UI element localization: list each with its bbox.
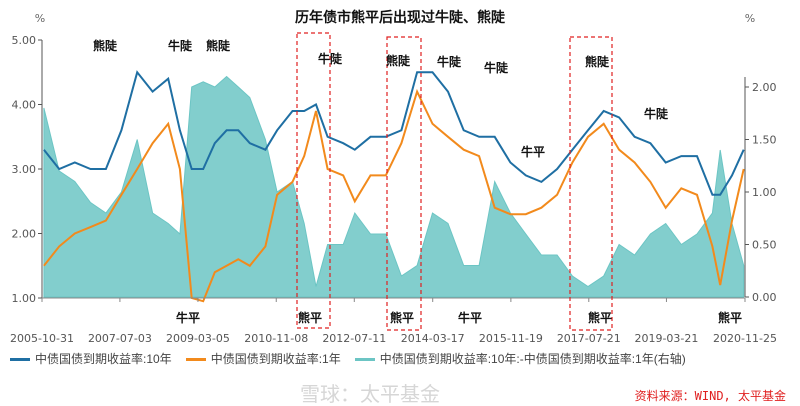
annotation-label: 熊陡 [93,38,118,53]
annotation-label: 牛平 [176,310,200,325]
highlight-box [386,36,422,331]
annotation-label: 熊平 [298,310,322,325]
right-tick-label: 0.50 [752,239,777,252]
legend-label: 中债国债到期收益率:1年 [210,352,341,366]
annotation-label: 熊陡 [386,53,411,68]
series-area-spread [43,75,745,298]
annotation-label: 熊平 [390,310,414,325]
right-tick-label: 1.50 [752,134,777,147]
x-tick-label: 2007-07-03 [88,332,152,345]
x-tick-label: 2010-11-08 [244,332,308,345]
left-tick-label: 4.00 [12,99,37,112]
watermark: 雪球：太平基金 [300,382,440,406]
right-axis-unit: % [745,12,755,25]
legend-item-1y[interactable]: 中债国债到期收益率:1年 [185,352,341,366]
right-tick-label: 2.00 [752,81,777,94]
legend-label: 中债国债到期收益率:10年:-中债国债到期收益率:1年(右轴) [379,352,686,366]
highlight-box [569,36,613,331]
left-tick-label: 5.00 [12,34,37,47]
legend-swatch [185,357,206,361]
x-tick-label: 2012-07-11 [322,332,386,345]
source-note: 资料来源：WIND, 太平基金 [634,389,786,403]
annotation-label: 熊陡 [585,54,610,69]
chart-title: 历年债市熊平后出现过牛陡、熊陡 [295,9,506,26]
legend-item-10y[interactable]: 中债国债到期收益率:10年 [10,352,172,366]
highlight-box [296,32,331,329]
annotation-label: 牛陡 [168,38,193,53]
right-tick-label: 0.00 [752,291,777,304]
x-tick-label: 2005-10-31 [10,332,74,345]
legend-item-spread[interactable]: 中债国债到期收益率:10年:-中债国债到期收益率:1年(右轴) [354,352,686,366]
annotation-label: 牛平 [458,310,482,325]
annotation-label: 牛陡 [484,60,509,75]
x-tick-label: 2009-03-05 [166,332,230,345]
right-tick-label: 1.00 [752,186,777,199]
annotation-label: 牛平 [521,144,545,159]
x-tick-label: 2020-11-25 [713,332,777,345]
annotation-label: 牛陡 [437,54,462,69]
series-line-10y [43,70,745,196]
left-tick-label: 2.00 [12,228,37,241]
chart: 历年债市熊平后出现过牛陡、熊陡 % % 5.00 4.00 3.00 2.00 1.00… [10,9,777,345]
annotation-label: 牛陡 [644,106,669,121]
annotation-label: 熊平 [588,310,612,325]
left-tick-label: 3.00 [12,163,37,176]
annotation-label: 牛陡 [318,51,343,66]
x-tick-label: 2017-07-21 [557,332,621,345]
x-tick-label: 2014-03-17 [401,332,465,345]
annotation-label: 熊平 [718,310,742,325]
legend-label: 中债国债到期收益率:10年 [35,352,172,366]
left-axis-unit: % [35,12,45,25]
x-tick-label: 2015-11-19 [479,332,543,345]
left-tick-label: 1.00 [12,292,37,305]
legend-swatch [354,357,375,361]
legend: 中债国债到期收益率:10年 中债国债到期收益率:1年 中债国债到期收益率:10年… [10,352,790,366]
series-line-1y [43,88,745,303]
legend-swatch [10,357,30,361]
x-tick-label: 2019-03-21 [634,332,698,345]
annotation-label: 熊陡 [206,38,231,53]
